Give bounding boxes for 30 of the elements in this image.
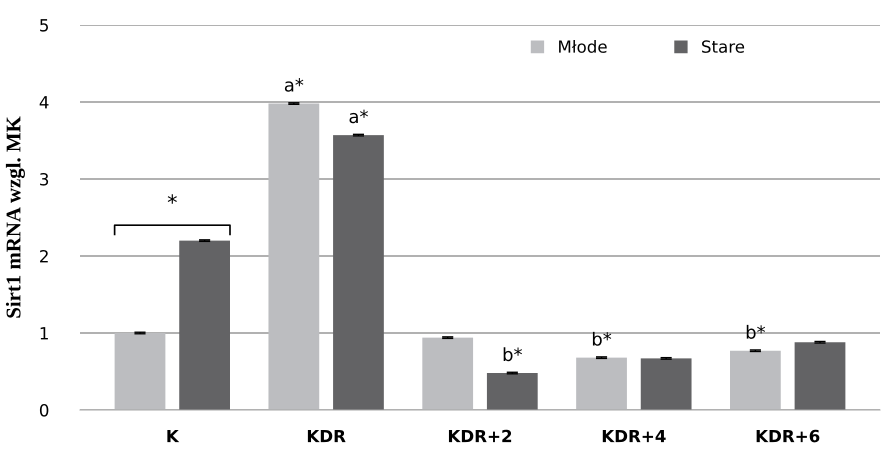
y-tick-label: 2 <box>40 250 48 262</box>
legend-label: Stare <box>702 40 744 53</box>
y-tick-label: 4 <box>40 96 49 108</box>
bar <box>576 358 627 410</box>
bar <box>114 333 166 410</box>
y-tick-label: 5 <box>40 19 48 32</box>
x-tick-label: KDR <box>308 430 346 442</box>
bar <box>422 338 474 410</box>
x-tick-label: K <box>167 430 180 442</box>
annotation: a* <box>350 110 368 124</box>
legend-label: Młode <box>559 40 607 53</box>
annotation: * <box>168 194 177 204</box>
y-tick-label: 3 <box>40 172 48 186</box>
x-tick-label: KDR+2 <box>448 430 512 442</box>
annotation: a* <box>284 78 304 92</box>
bar <box>333 135 384 410</box>
bar <box>794 342 846 410</box>
y-tick-label: 0 <box>40 404 48 417</box>
y-axis-title: Sirt1 mRNA wzgl. MK <box>6 116 25 318</box>
bar <box>179 240 230 410</box>
x-tick-label: KDR+6 <box>756 430 820 442</box>
x-tick-label: KDR+4 <box>602 430 666 442</box>
bar <box>730 350 781 410</box>
y-tick-label: 1 <box>40 327 48 340</box>
bar <box>268 104 320 410</box>
bar <box>486 373 538 410</box>
annotation: b* <box>746 324 766 339</box>
annotation: b* <box>504 347 522 362</box>
annotation: b* <box>592 332 612 346</box>
bar <box>640 358 692 410</box>
